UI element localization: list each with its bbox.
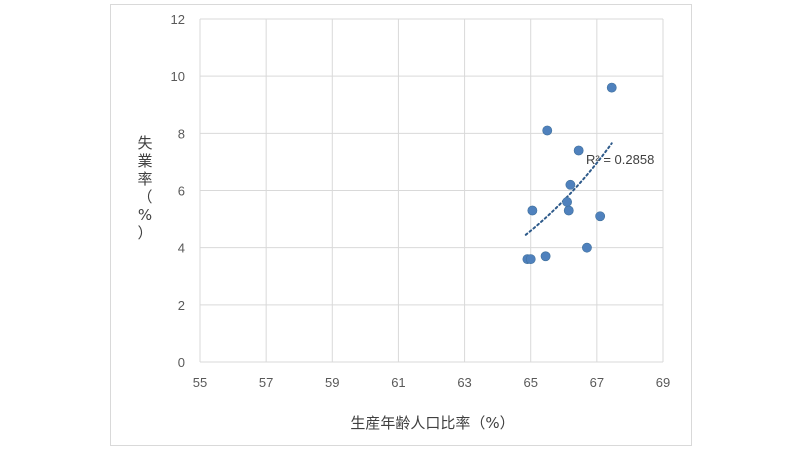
x-tick-label: 59 (325, 375, 339, 390)
gridlines (199, 18, 664, 363)
y-tick-label: 10 (171, 69, 185, 84)
x-tick-label: 63 (457, 375, 471, 390)
y-tick-label: 4 (178, 241, 185, 256)
scatter-point (565, 179, 576, 190)
y-tick-label: 12 (171, 12, 185, 27)
x-tick-label: 61 (391, 375, 405, 390)
x-tick-label: 65 (523, 375, 537, 390)
data-points (522, 82, 617, 264)
scatter-point (606, 82, 617, 93)
y-tick-label: 8 (178, 126, 185, 141)
x-tick-label: 69 (656, 375, 670, 390)
x-tick-label: 57 (259, 375, 273, 390)
trendline-r2-label: R² = 0.2858 (586, 152, 654, 167)
y-tick-label: 0 (178, 355, 185, 370)
x-tick-label: 55 (193, 375, 207, 390)
scatter-point (595, 211, 606, 222)
chart-frame (110, 4, 692, 446)
scatter-point (527, 205, 538, 216)
scatter-point (540, 251, 551, 262)
y-tick-label: 6 (178, 184, 185, 199)
scatter-point (582, 242, 592, 253)
y-axis-title: 失業率（%） (137, 134, 152, 242)
trendline-group (524, 142, 613, 236)
scatter-point (542, 125, 553, 136)
scatter-point (573, 145, 584, 156)
x-axis-title: 生産年齢人口比率（%） (350, 414, 514, 432)
y-tick-label: 2 (178, 298, 185, 313)
tick-labels: 55 57 59 61 63 65 67 69 0 2 4 6 8 10 12 (171, 12, 671, 390)
scatter-point (562, 197, 572, 207)
trendline (524, 142, 613, 236)
scatter-point (525, 254, 536, 264)
scatter-point (563, 205, 574, 216)
x-tick-label: 67 (590, 375, 604, 390)
